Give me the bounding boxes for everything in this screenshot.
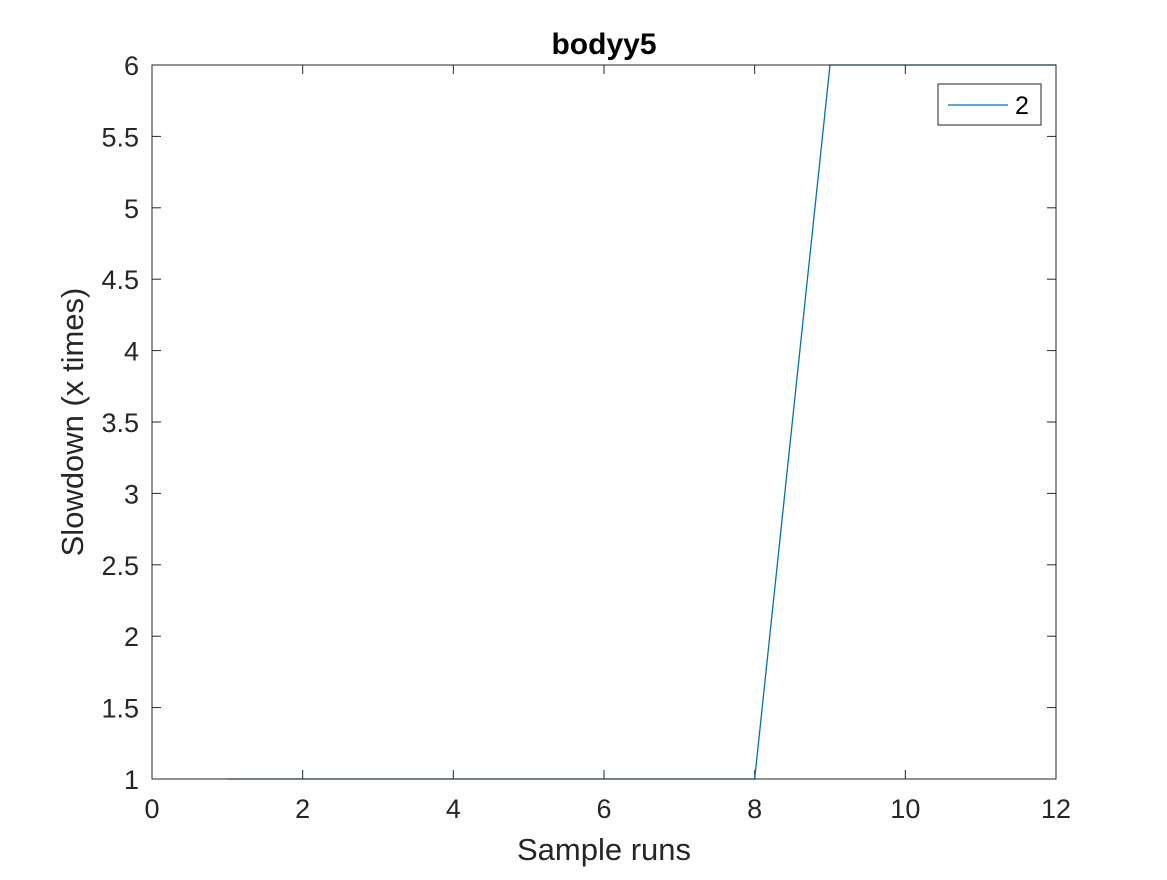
x-tick-label: 6 [596, 794, 611, 824]
x-tick-label: 12 [1041, 794, 1071, 824]
x-tick-label: 4 [446, 794, 461, 824]
plot-background [152, 65, 1056, 779]
y-tick-label: 6 [124, 51, 139, 81]
y-tick-label: 3.5 [101, 408, 139, 438]
legend: 2 [937, 83, 1042, 126]
x-axis-label: Sample runs [517, 832, 691, 867]
x-tick-label: 0 [144, 794, 159, 824]
y-tick-labels: 1 1.5 2 2.5 3 3.5 4 4.5 5 5.5 6 [101, 51, 139, 795]
x-tick-label: 10 [890, 794, 920, 824]
y-tick-label: 1.5 [101, 694, 139, 724]
y-tick-label: 3 [124, 479, 139, 509]
chart-title: bodyy5 [551, 28, 656, 61]
x-tick-labels: 0 2 4 6 8 10 12 [144, 794, 1071, 824]
legend-label: 2 [1015, 92, 1029, 120]
y-tick-label: 2.5 [101, 551, 139, 581]
plot-frame [151, 64, 1057, 780]
y-tick-label: 4.5 [101, 265, 139, 295]
y-tick-label: 5 [124, 194, 139, 224]
x-tick-label: 2 [295, 794, 310, 824]
y-tick-label: 2 [124, 622, 139, 652]
y-axis-label: Slowdown (x times) [55, 288, 90, 557]
y-tick-label: 5.5 [101, 122, 139, 152]
x-tick-label: 8 [747, 794, 762, 824]
y-tick-label: 1 [124, 765, 139, 795]
y-tick-label: 4 [124, 337, 139, 367]
